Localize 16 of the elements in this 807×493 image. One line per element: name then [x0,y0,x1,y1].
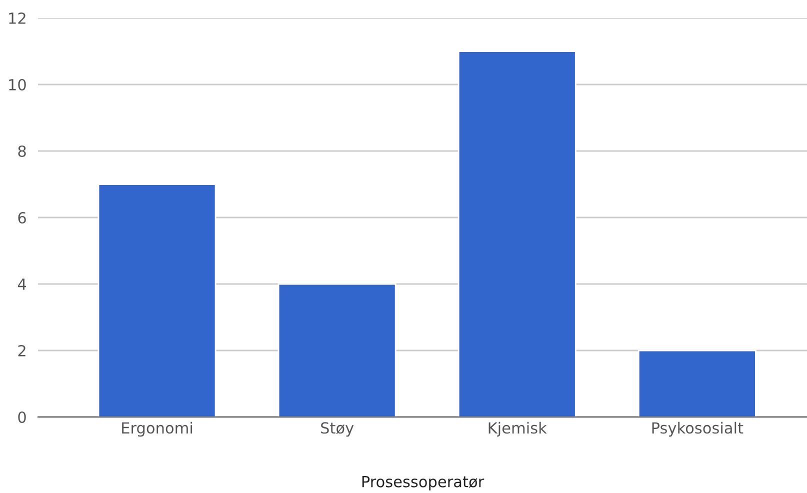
y-tick-label: 0 [18,411,26,424]
y-tick-label: 2 [18,344,26,356]
x-axis-title: Prosessoperatør [362,476,484,490]
x-tick-label: Støy [321,422,354,437]
x-tick-label: Ergonomi [122,422,192,437]
y-tick-label: 4 [18,278,26,290]
bar [98,184,216,417]
x-tick-label: Kjemisk [488,422,547,437]
bar [458,50,576,417]
y-tick-label: 8 [18,145,26,158]
bar [278,283,396,417]
y-tick-label: 12 [9,12,26,24]
y-tick-label: 6 [18,212,26,224]
x-tick-label: Psykososialt [652,422,744,437]
y-tick-label: 10 [9,78,26,91]
bar [638,350,756,417]
